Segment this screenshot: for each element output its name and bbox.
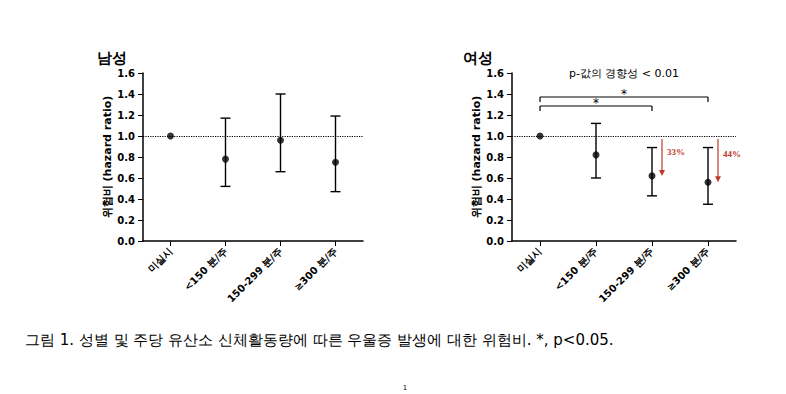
svg-text:<150 분/주: <150 분/주 xyxy=(552,245,600,293)
svg-text:위험비 (hazard ratio): 위험비 (hazard ratio) xyxy=(101,96,114,219)
svg-text:1.4: 1.4 xyxy=(117,89,135,100)
svg-text:1.2: 1.2 xyxy=(117,110,135,121)
svg-text:미실시: 미실시 xyxy=(145,245,174,274)
svg-text:1.2: 1.2 xyxy=(486,110,504,121)
svg-text:44%: 44% xyxy=(723,149,741,159)
svg-text:1.0: 1.0 xyxy=(117,131,135,142)
svg-text:여성: 여성 xyxy=(463,49,493,67)
svg-text:1.0: 1.0 xyxy=(486,131,504,142)
svg-text:≥300 분/주: ≥300 분/주 xyxy=(664,245,712,293)
svg-text:0.8: 0.8 xyxy=(486,152,504,163)
svg-text:33%: 33% xyxy=(667,147,685,157)
svg-text:0.4: 0.4 xyxy=(117,194,135,205)
svg-text:0.4: 0.4 xyxy=(486,194,504,205)
svg-text:남성: 남성 xyxy=(97,49,127,67)
svg-text:0.6: 0.6 xyxy=(117,173,135,184)
svg-text:<150 분/주: <150 분/주 xyxy=(182,245,230,293)
svg-text:1.6: 1.6 xyxy=(117,68,135,79)
svg-text:1.6: 1.6 xyxy=(486,68,504,79)
svg-text:1.4: 1.4 xyxy=(486,89,504,100)
svg-text:0.2: 0.2 xyxy=(486,215,504,226)
svg-text:0.0: 0.0 xyxy=(486,236,504,247)
svg-text:0.6: 0.6 xyxy=(486,173,504,184)
svg-text:그림 1. 성별 및 주당 유산소 신체활동량에 따른 우울: 그림 1. 성별 및 주당 유산소 신체활동량에 따른 우울증 발생에 대한 위… xyxy=(25,331,614,349)
svg-text:0.8: 0.8 xyxy=(117,152,135,163)
svg-text:150-299 분/주: 150-299 분/주 xyxy=(597,245,656,304)
svg-text:위험비 (hazard ratio): 위험비 (hazard ratio) xyxy=(470,96,483,219)
svg-text:미실시: 미실시 xyxy=(515,245,544,274)
svg-text:0.2: 0.2 xyxy=(117,215,135,226)
svg-text:0.0: 0.0 xyxy=(117,236,135,247)
svg-text:*: * xyxy=(621,87,627,101)
svg-text:150-299 분/주: 150-299 분/주 xyxy=(225,245,284,304)
svg-text:*: * xyxy=(593,96,599,110)
svg-text:p-값의 경향성 < 0.01: p-값의 경향성 < 0.01 xyxy=(569,67,679,80)
svg-text:≥300 분/주: ≥300 분/주 xyxy=(292,245,340,293)
svg-text:1: 1 xyxy=(403,384,407,392)
